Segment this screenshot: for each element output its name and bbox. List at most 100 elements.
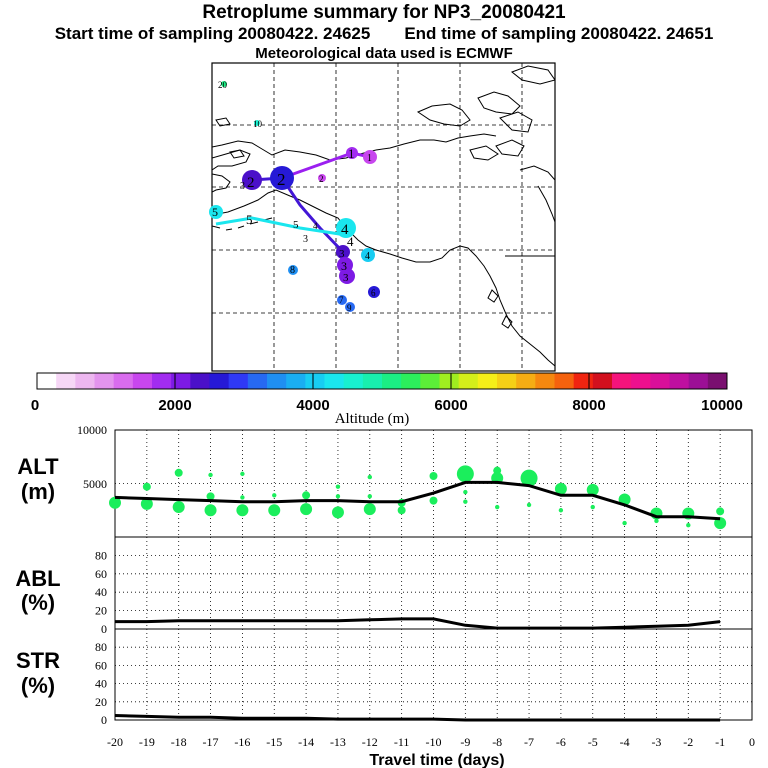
- colorbar-cell: [401, 373, 421, 389]
- x-tick-label: -10: [426, 735, 442, 749]
- alt-cluster-point: [456, 465, 474, 483]
- colorbar-cell: [171, 373, 191, 389]
- alt-cluster-point: [174, 468, 183, 477]
- map-background: [212, 63, 555, 371]
- map-day-label: 3: [341, 259, 347, 273]
- alt-cluster-point: [622, 520, 627, 526]
- abl-ytick-label: 0: [101, 622, 107, 636]
- alt-cluster-point: [716, 507, 725, 516]
- trajectory-labels: 1 1 2 2 2 3 5 5 5 3 4 4 4 3 3 3 4 8 7 9: [212, 80, 376, 313]
- x-tick-label: -8: [492, 735, 502, 749]
- x-tick-label: -19: [139, 735, 155, 749]
- alt-cluster-point: [686, 523, 691, 528]
- map-day-label: 3: [343, 272, 349, 284]
- cluster-circle: [336, 218, 356, 238]
- alt-cluster-point: [586, 483, 599, 496]
- alt-cluster-point: [463, 499, 468, 504]
- alt-cluster-point: [236, 504, 249, 517]
- map-day-label: 1: [367, 153, 372, 164]
- x-tick-label: -5: [588, 735, 598, 749]
- colorbar-tick-label: 8000: [572, 397, 605, 414]
- trajectory-path-cyan: [215, 216, 347, 237]
- colorbar-cell: [612, 373, 632, 389]
- end-time-label: End time of sampling 20080422. 24651: [404, 24, 714, 43]
- x-tick-label: -15: [266, 735, 282, 749]
- colorbar-cell: [324, 373, 345, 389]
- cluster-circle: [336, 245, 350, 259]
- x-tick-label: -11: [394, 735, 410, 749]
- alt-label: ALT: [17, 454, 59, 479]
- colorbar-cell: [190, 373, 210, 389]
- alt-cluster-point: [526, 502, 532, 508]
- colorbar-cell: [56, 373, 76, 389]
- map-day-label: 3: [339, 248, 345, 260]
- colorbar-cell: [573, 373, 594, 389]
- alt-cluster-point: [367, 474, 372, 480]
- str-ytick-label: 60: [95, 658, 107, 672]
- alt-cluster-point: [142, 482, 151, 491]
- alt-panel: ALT (m) 10000 5000: [17, 423, 753, 538]
- alt-cluster-point: [206, 492, 215, 501]
- map-coastlines: [212, 65, 555, 367]
- x-tick-label: -3: [651, 735, 661, 749]
- cluster-circle: [254, 120, 260, 126]
- alt-cluster-point: [140, 497, 153, 510]
- colorbar-cell: [247, 373, 268, 389]
- alt-cluster-point: [300, 503, 313, 516]
- x-tick-label: -20: [107, 735, 123, 749]
- map-day-label: 9: [347, 303, 352, 313]
- alt-mean-line: [114, 480, 721, 521]
- colorbar-cell: [132, 373, 153, 389]
- cluster-circle: [221, 81, 227, 87]
- colorbar-cell: [458, 373, 479, 389]
- alt-cluster-point: [520, 469, 538, 487]
- x-tick-label: -9: [460, 735, 470, 749]
- abl-ytick-label: 80: [95, 548, 107, 562]
- x-tick-label: 0: [749, 735, 755, 749]
- colorbar-cell: [286, 373, 306, 389]
- map-day-label: 6: [371, 288, 376, 298]
- str-unit-label: (%): [21, 673, 55, 698]
- colorbar-cell: [209, 373, 230, 389]
- map-day-label: 10: [253, 119, 263, 129]
- x-tick-label: -4: [620, 735, 630, 749]
- abl-ytick-label: 40: [95, 585, 107, 599]
- colorbar-cell: [669, 373, 690, 389]
- alt-cluster-point: [302, 491, 311, 500]
- colorbar-cell: [362, 373, 383, 389]
- alt-cluster-point: [335, 494, 341, 499]
- abl-ytick-label: 60: [95, 567, 107, 581]
- cluster-circle: [318, 174, 326, 182]
- alt-cluster-point: [240, 471, 245, 477]
- abl-label: ABL: [15, 566, 60, 591]
- map-day-label: 8: [290, 265, 295, 276]
- x-tick-label: -14: [298, 735, 314, 749]
- colorbar-cell: [477, 373, 498, 389]
- alt-cluster-point: [331, 506, 344, 519]
- colorbar-cell: [228, 373, 249, 389]
- colorbar-cell: [535, 373, 555, 389]
- x-tick-label: -2: [683, 735, 693, 749]
- cluster-circle: [363, 150, 377, 164]
- colorbar-cell: [382, 373, 402, 389]
- str-ytick-label: 40: [95, 677, 107, 691]
- map-day-label: 4: [365, 251, 370, 262]
- x-tick-label: -12: [362, 735, 378, 749]
- start-time-label: Start time of sampling 20080422. 24625: [54, 24, 371, 43]
- map-day-label: 4: [341, 222, 349, 238]
- map-day-label: 2: [277, 170, 286, 189]
- str-line: [114, 714, 721, 722]
- str-panel-frame: [114, 628, 753, 721]
- colorbar-cell: [305, 373, 325, 389]
- cluster-circle: [346, 147, 358, 159]
- alt-unit-label: (m): [21, 479, 55, 504]
- str-ytick-label: 20: [95, 695, 107, 709]
- alt-cluster-point: [268, 504, 281, 517]
- cluster-circle: [270, 166, 294, 190]
- colorbar-tick-label: 4000: [296, 397, 329, 414]
- abl-unit-label: (%): [21, 590, 55, 615]
- alt-cluster-point: [429, 496, 438, 505]
- map-day-label: 7: [339, 295, 344, 305]
- colorbar-cell: [152, 373, 172, 389]
